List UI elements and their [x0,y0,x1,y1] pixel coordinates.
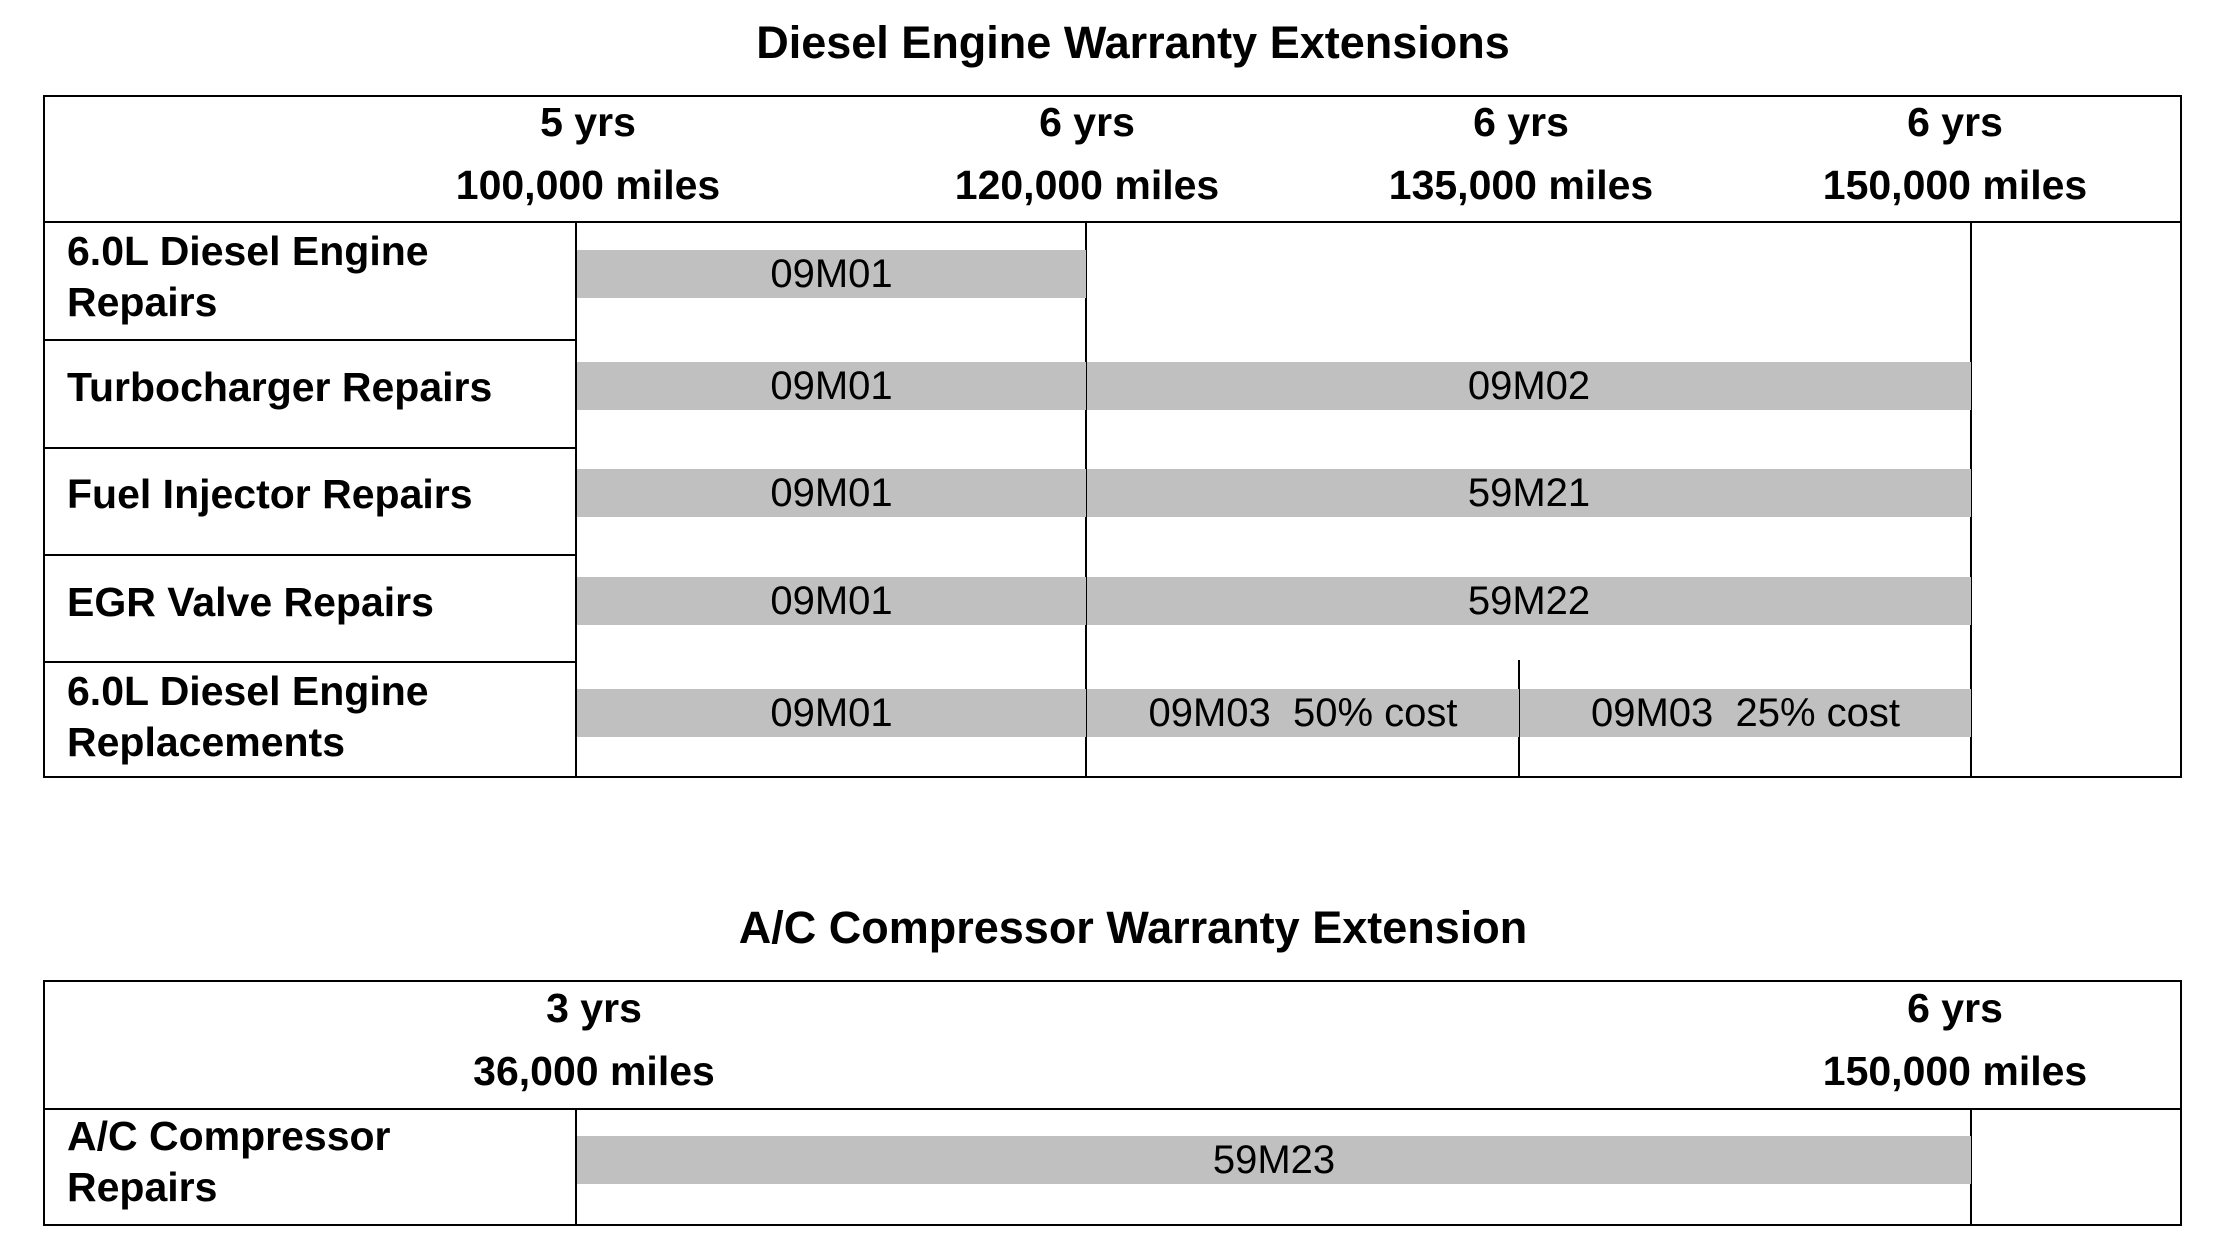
coverage-bar: 09M01 [577,362,1086,410]
header-years: 3 yrs [546,985,642,1031]
coverage-bar: 09M01 [577,577,1086,625]
row-label-engine-replacements: 6.0L Diesel Engine Replacements [67,668,429,765]
header-miles: 135,000 miles [1388,162,1654,208]
coverage-bar: 09M03 50% cost [1087,689,1519,737]
ac-label-column-divider [575,1108,577,1226]
header-miles: 150,000 miles [1822,162,2088,208]
diesel-header-divider [43,221,2182,223]
diesel-header-120k: 6 yrs 120,000 miles [955,102,1219,206]
ac-header-divider [43,1108,2182,1110]
header-years: 6 yrs [1473,99,1569,145]
diesel-grid-line-120k [1085,221,1087,778]
diesel-row-divider [43,447,576,449]
coverage-bar: 59M21 [1087,469,1971,517]
row-label-ac-compressor: A/C Compressor Repairs [67,1113,391,1210]
ac-section-title: A/C Compressor Warranty Extension [738,902,1528,953]
ac-table [43,980,2182,1226]
ac-header-150k: 6 yrs 150,000 miles [1823,988,2087,1092]
diesel-header-135k: 6 yrs 135,000 miles [1389,102,1653,206]
diesel-label-column-divider [575,221,577,778]
diesel-row-divider [43,554,576,556]
coverage-bar: 09M02 [1087,362,1971,410]
ac-header-36k: 3 yrs 36,000 miles [473,988,715,1092]
diesel-header-100k: 5 yrs 100,000 miles [456,102,720,206]
coverage-bar: 09M01 [577,250,1086,298]
coverage-bar: 59M22 [1087,577,1971,625]
diesel-row-divider [43,661,576,663]
header-years: 6 yrs [1907,99,2003,145]
header-miles: 100,000 miles [455,162,721,208]
diesel-grid-line-150k [1970,221,1972,778]
header-years: 5 yrs [540,99,636,145]
coverage-bar: 09M01 [577,689,1086,737]
row-label-turbocharger: Turbocharger Repairs [67,364,493,410]
coverage-bar: 09M01 [577,469,1086,517]
header-miles: 120,000 miles [954,162,1220,208]
coverage-bar: 59M23 [577,1136,1971,1184]
coverage-bar: 09M03 25% cost [1520,689,1971,737]
row-label-egr-valve: EGR Valve Repairs [67,579,434,625]
diesel-section-title: Diesel Engine Warranty Extensions [756,17,1510,68]
header-years: 6 yrs [1039,99,1135,145]
diesel-table [43,95,2182,778]
row-label-fuel-injector: Fuel Injector Repairs [67,471,473,517]
diesel-row-divider [43,339,576,341]
header-years: 6 yrs [1907,985,2003,1031]
row-label-engine-repairs: 6.0L Diesel Engine Repairs [67,228,429,325]
ac-grid-line-150k [1970,1108,1972,1226]
diesel-header-150k: 6 yrs 150,000 miles [1823,102,2087,206]
diesel-grid-line-135k [1518,660,1520,778]
header-miles: 36,000 miles [473,1048,715,1094]
header-miles: 150,000 miles [1822,1048,2088,1094]
